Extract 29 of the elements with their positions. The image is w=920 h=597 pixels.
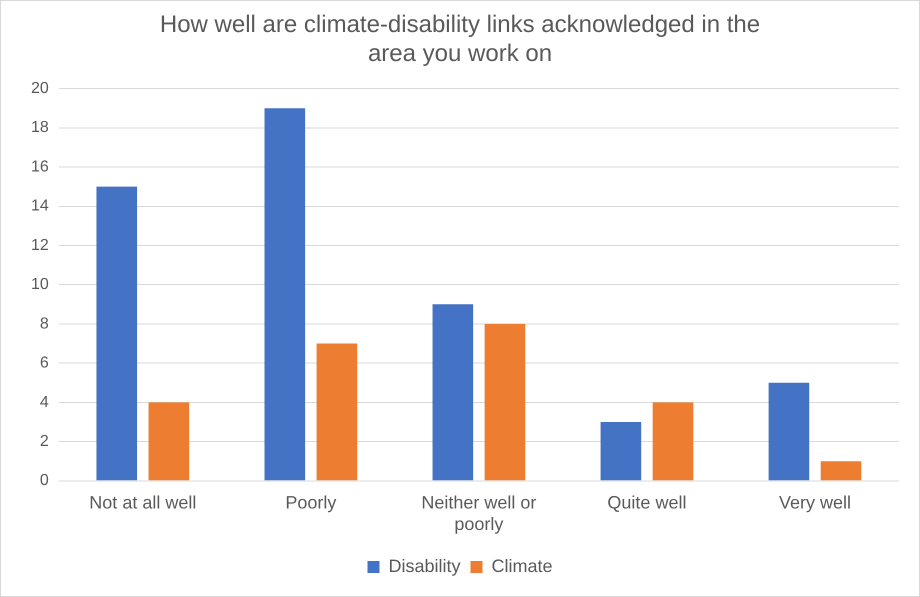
bar [484,324,526,480]
y-tick-label: 18 [31,119,49,136]
bar [432,304,474,480]
bar [96,186,138,480]
x-tick-label: Quite well [607,492,686,513]
bar [316,344,358,480]
y-tick-label: 10 [31,276,49,294]
bar [820,461,862,480]
legend-label: Disability [388,556,461,576]
legend-label: Climate [492,556,553,576]
y-tick-label: 12 [31,236,49,254]
x-tick-label: Not at all well [89,492,196,513]
bar [600,422,642,480]
y-tick-label: 14 [31,198,49,215]
x-tick-label: Very well [778,492,851,513]
y-tick-label: 2 [40,432,49,450]
y-tick-label: 0 [40,472,49,490]
bar [148,402,190,480]
y-tick-label: 6 [40,354,49,372]
x-tick-label: Neither well or poorly [421,492,536,534]
y-tick-label: 16 [31,158,49,176]
y-tick-label: 8 [40,315,49,332]
y-tick-label: 4 [40,394,49,411]
bar [264,108,306,480]
bar [652,402,694,480]
chart-title: How well are climate-disability links acknowledged in the area you work on [160,11,760,67]
bar [768,382,810,480]
y-tick-label: 20 [31,80,49,98]
x-tick-label: Poorly [285,492,336,513]
